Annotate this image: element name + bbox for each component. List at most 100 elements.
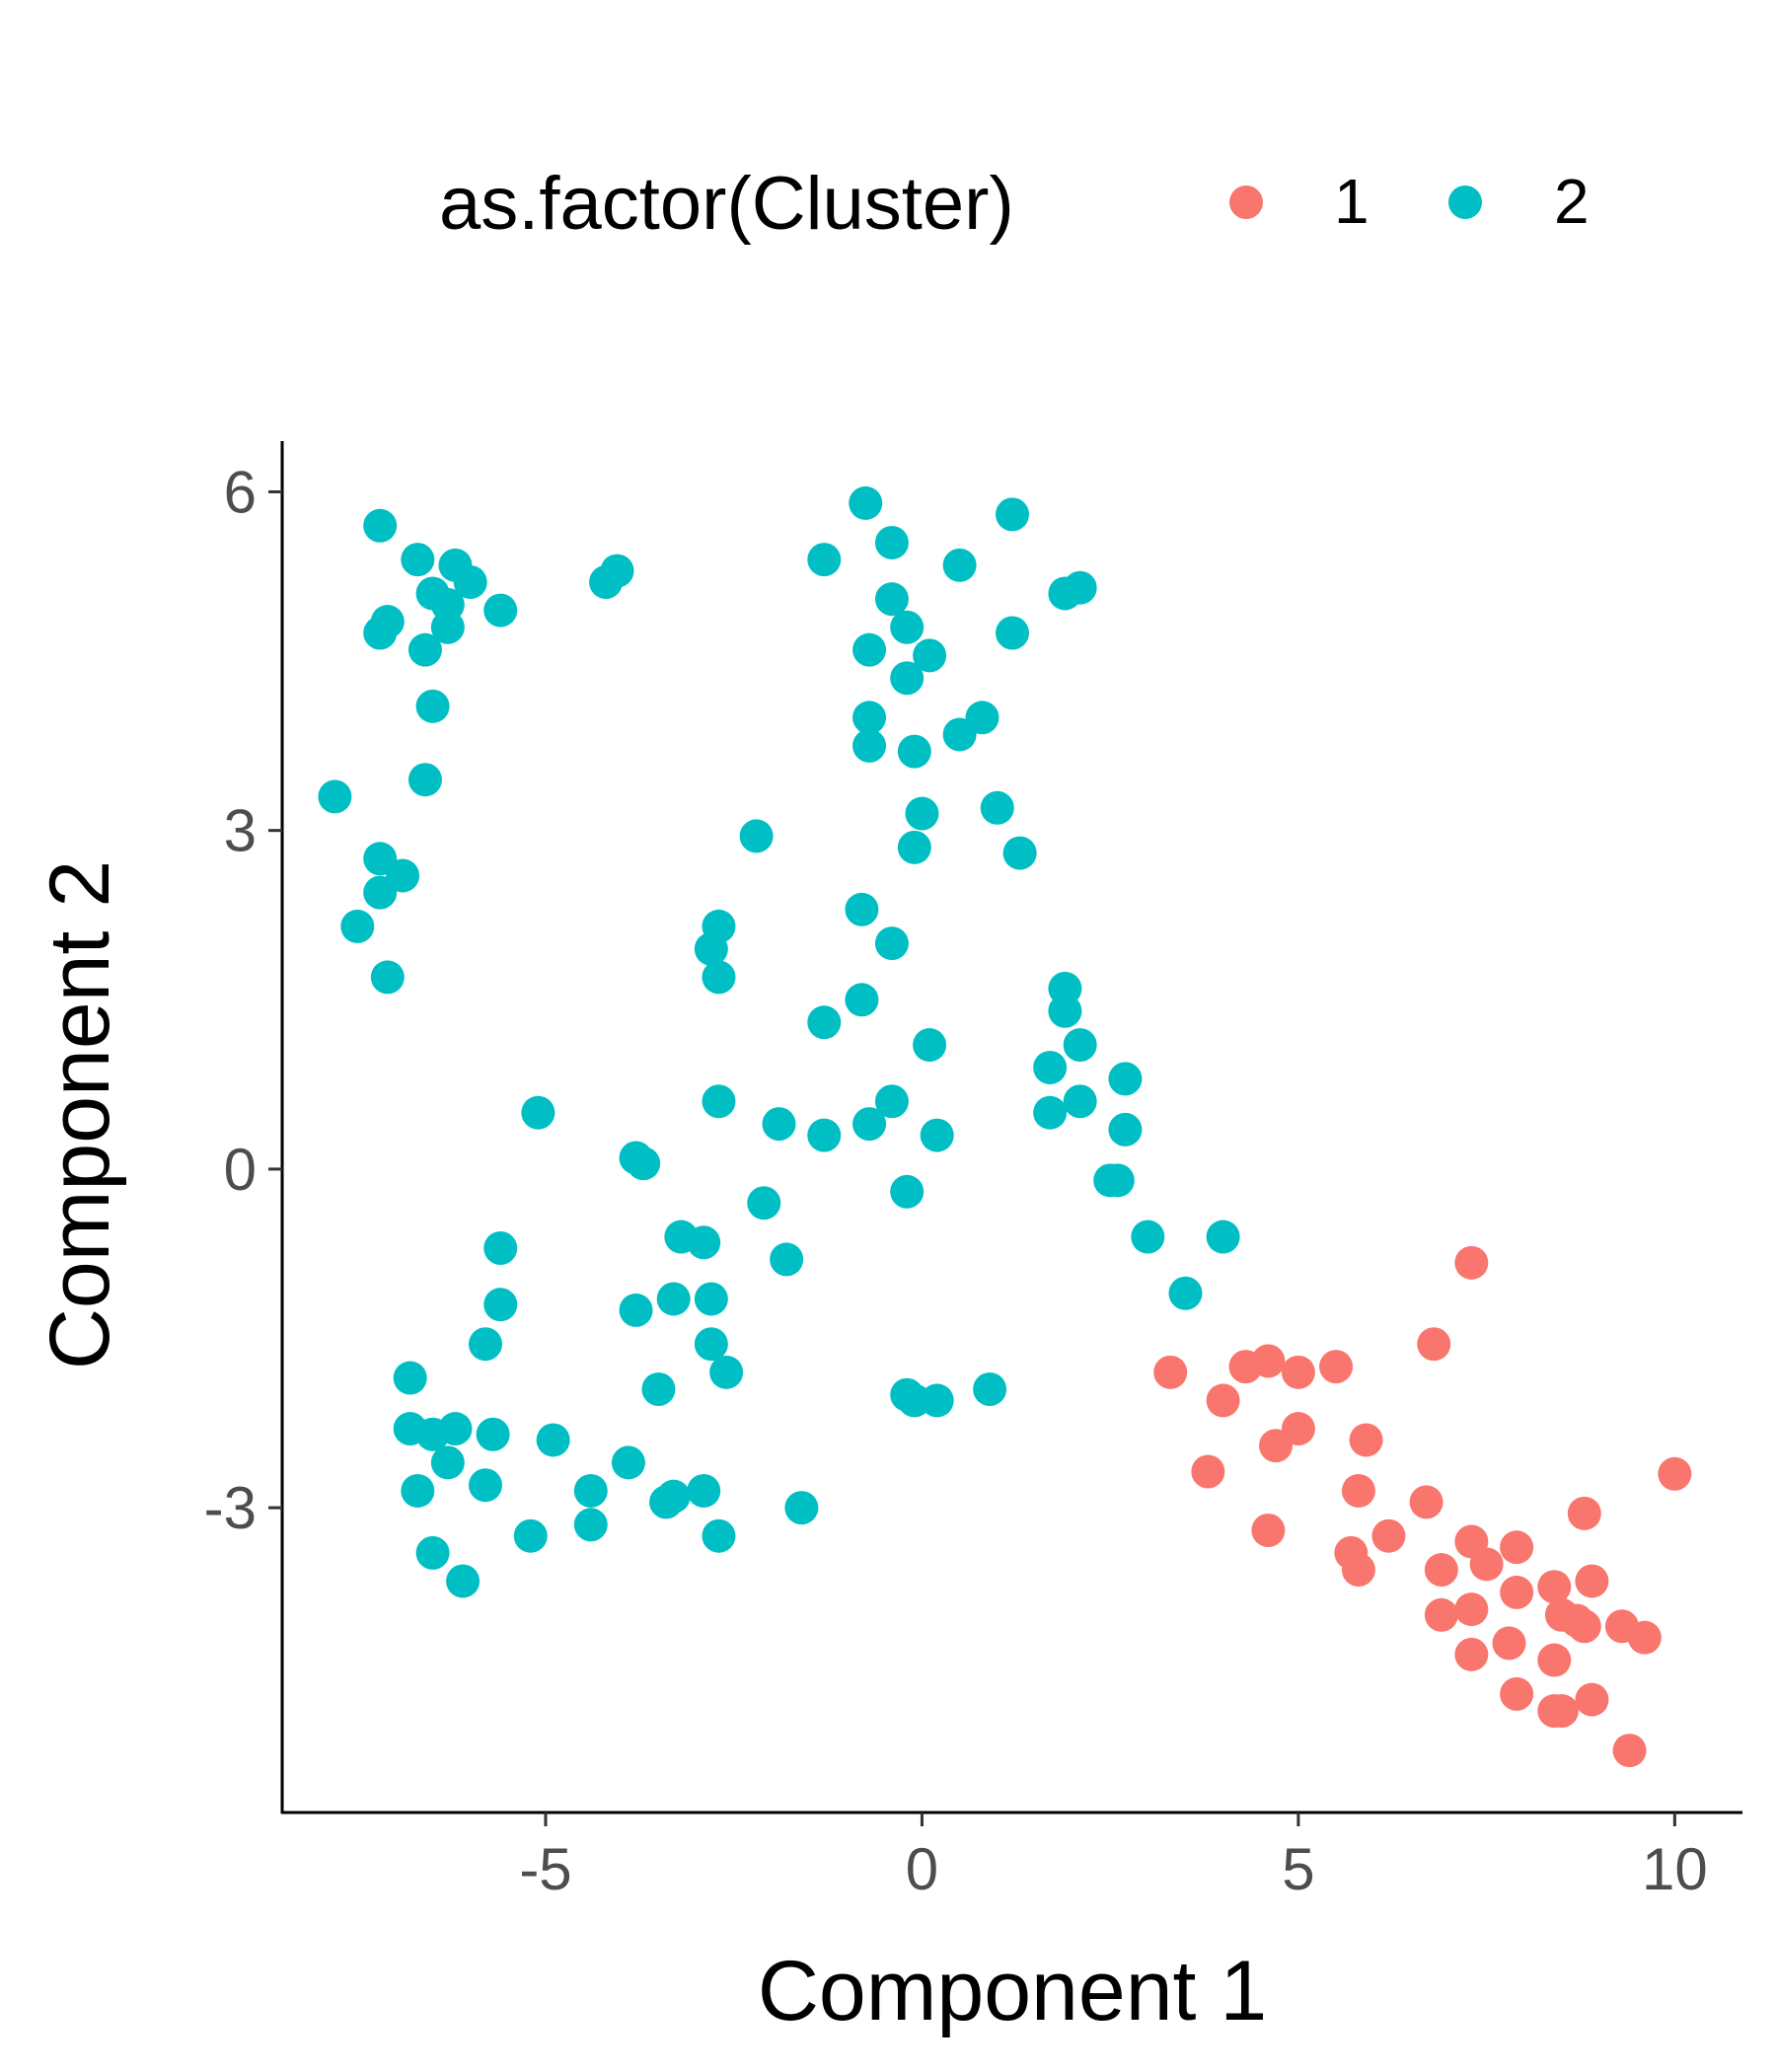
point-cluster-2 — [1048, 994, 1082, 1028]
legend-title: as.factor(Cluster) — [439, 162, 1014, 246]
point-cluster-2 — [980, 790, 1014, 825]
point-cluster-2 — [942, 548, 977, 582]
point-cluster-1 — [1349, 1423, 1383, 1457]
point-cluster-2 — [852, 632, 887, 667]
point-cluster-2 — [401, 1473, 435, 1508]
point-cluster-2 — [709, 1355, 744, 1389]
point-cluster-2 — [573, 1473, 608, 1508]
point-cluster-2 — [573, 1508, 608, 1542]
point-cluster-2 — [483, 1230, 518, 1265]
x-axis-ticks: -5 0 5 10 — [519, 1813, 1708, 1902]
x-tick-label: 0 — [906, 1836, 938, 1902]
point-cluster-2 — [476, 1417, 510, 1451]
point-cluster-1 — [1191, 1454, 1225, 1489]
point-cluster-2 — [739, 819, 774, 853]
point-cluster-1 — [1319, 1350, 1354, 1384]
y-tick-label: 6 — [224, 459, 257, 525]
point-cluster-2 — [845, 892, 879, 926]
data-points — [318, 485, 1692, 1768]
point-cluster-1 — [1658, 1456, 1692, 1491]
point-cluster-2 — [852, 1107, 887, 1142]
point-cluster-2 — [611, 1445, 645, 1480]
point-cluster-2 — [438, 1412, 473, 1446]
point-cluster-2 — [973, 1371, 1007, 1406]
point-cluster-1 — [1424, 1597, 1458, 1632]
point-cluster-1 — [1251, 1513, 1286, 1547]
point-cluster-1 — [1206, 1383, 1240, 1418]
point-cluster-2 — [619, 1293, 653, 1327]
point-cluster-2 — [430, 1445, 465, 1480]
y-axis-title: Component 2 — [33, 860, 127, 1369]
point-cluster-1 — [1259, 1429, 1294, 1463]
point-cluster-2 — [363, 875, 398, 910]
point-cluster-1 — [1567, 1496, 1601, 1530]
point-cluster-2 — [1063, 1084, 1097, 1119]
point-cluster-2 — [874, 525, 909, 559]
point-cluster-2 — [340, 909, 375, 943]
point-cluster-2 — [920, 1383, 954, 1418]
y-axis-ticks: -3 0 3 6 — [204, 459, 282, 1541]
point-cluster-1 — [1281, 1355, 1315, 1389]
point-cluster-1 — [1454, 1592, 1489, 1627]
point-cluster-1 — [1469, 1547, 1504, 1582]
point-cluster-2 — [1108, 1112, 1143, 1147]
point-cluster-2 — [849, 485, 883, 520]
point-cluster-1 — [1417, 1327, 1451, 1362]
point-cluster-2 — [453, 565, 487, 600]
point-cluster-2 — [483, 593, 518, 628]
point-cluster-2 — [318, 779, 352, 814]
point-cluster-2 — [942, 717, 977, 752]
point-cluster-2 — [762, 1107, 796, 1142]
point-cluster-1 — [1424, 1553, 1458, 1588]
legend-label-cluster-2: 2 — [1554, 166, 1590, 237]
point-cluster-2 — [913, 1028, 947, 1063]
point-cluster-2 — [845, 983, 879, 1017]
point-cluster-2 — [702, 1518, 736, 1553]
y-tick-label: 3 — [224, 798, 257, 864]
x-tick-label: 10 — [1642, 1836, 1708, 1902]
point-cluster-1 — [1500, 1575, 1534, 1609]
point-cluster-2 — [415, 1535, 450, 1570]
point-cluster-2 — [874, 1084, 909, 1119]
point-cluster-2 — [1063, 1028, 1097, 1063]
point-cluster-1 — [1341, 1473, 1375, 1508]
point-cluster-2 — [468, 1468, 502, 1503]
point-cluster-2 — [913, 638, 947, 673]
point-cluster-2 — [687, 1473, 721, 1508]
point-cluster-2 — [1206, 1220, 1240, 1254]
point-cluster-2 — [694, 1282, 728, 1316]
point-cluster-2 — [393, 1361, 427, 1395]
point-cluster-1 — [1627, 1620, 1662, 1655]
y-tick-label: -3 — [204, 1475, 257, 1541]
point-cluster-2 — [702, 960, 736, 995]
point-cluster-1 — [1251, 1344, 1286, 1378]
point-cluster-2 — [694, 1327, 728, 1362]
point-cluster-2 — [890, 661, 925, 696]
point-cluster-1 — [1153, 1355, 1188, 1389]
point-cluster-2 — [521, 1095, 555, 1130]
legend-key-cluster-1 — [1229, 185, 1263, 219]
point-cluster-2 — [1168, 1276, 1203, 1310]
point-cluster-1 — [1567, 1609, 1601, 1644]
point-cluster-1 — [1454, 1637, 1489, 1671]
point-cluster-2 — [1002, 836, 1037, 870]
point-cluster-2 — [1131, 1220, 1165, 1254]
point-cluster-2 — [1063, 570, 1097, 605]
point-cluster-2 — [401, 543, 435, 577]
point-cluster-2 — [890, 1174, 925, 1209]
point-cluster-2 — [784, 1491, 819, 1525]
point-cluster-2 — [415, 689, 450, 723]
x-tick-label: -5 — [519, 1836, 571, 1902]
point-cluster-2 — [920, 1118, 954, 1152]
point-cluster-2 — [1108, 1062, 1143, 1096]
point-cluster-2 — [874, 926, 909, 961]
point-cluster-1 — [1409, 1485, 1443, 1519]
point-cluster-2 — [807, 1005, 842, 1040]
point-cluster-2 — [996, 616, 1029, 650]
point-cluster-2 — [1033, 1095, 1068, 1130]
point-cluster-2 — [483, 1288, 518, 1322]
point-cluster-2 — [694, 931, 728, 966]
point-cluster-1 — [1371, 1518, 1406, 1553]
point-cluster-2 — [747, 1186, 781, 1221]
